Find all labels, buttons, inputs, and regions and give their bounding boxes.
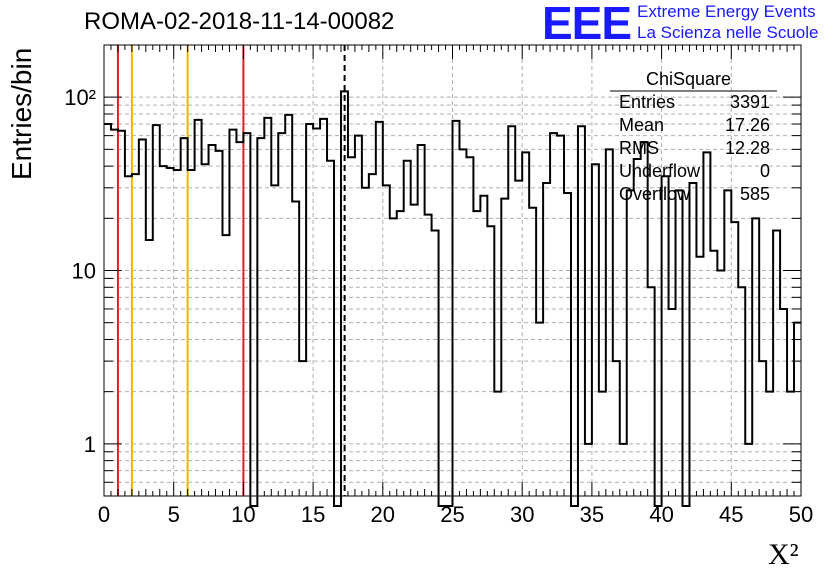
histogram-bin (236, 142, 243, 496)
x-tick-label: 5 (168, 502, 180, 527)
histogram-bin (104, 124, 111, 496)
histogram-bin (299, 361, 306, 496)
histogram-bin (522, 152, 529, 496)
reference-lines-layer (116, 45, 346, 496)
x-tick-label: 10 (231, 502, 255, 527)
histogram-bin (466, 157, 473, 496)
histogram-bin (202, 164, 209, 496)
x-tick-label: 25 (440, 502, 464, 527)
x-tick-label: 20 (371, 502, 395, 527)
histogram-bin (355, 136, 362, 496)
histogram-bin (669, 309, 676, 496)
histogram-bin (662, 176, 669, 496)
histogram-bin (362, 188, 369, 496)
histogram-bin (195, 120, 202, 496)
x-tick-label: 40 (649, 502, 673, 527)
x-tick-label: 15 (301, 502, 325, 527)
histogram-bin (717, 271, 724, 497)
histogram-bin (411, 205, 418, 496)
tick-labels-layer: 0 5 10 15 20 25 30 35 40 45 50 1 10 10² (64, 85, 813, 527)
histogram-bin (613, 361, 620, 496)
histogram-bin (627, 190, 634, 496)
histogram-bin (731, 222, 738, 496)
histogram-bin (139, 139, 146, 496)
y-tick-label: 10 (72, 259, 96, 284)
stats-label: Underflow (619, 161, 701, 181)
stats-label: Entries (619, 92, 676, 112)
histogram-bin (515, 181, 522, 496)
histogram-bin (313, 128, 320, 496)
histogram-bin (264, 118, 271, 496)
logo-tagline-line1: Extreme Energy Events (637, 2, 816, 21)
histogram-bin (160, 166, 167, 496)
histogram-bin (425, 215, 432, 496)
histogram-bin (634, 159, 641, 496)
stats-value: 585 (739, 184, 770, 204)
histogram-bin (390, 218, 397, 496)
stats-value: 12.28 (724, 138, 770, 158)
x-tick-label: 50 (789, 502, 813, 527)
histogram-bin (397, 211, 404, 496)
histogram-bin (557, 136, 564, 496)
x-tick-label: 45 (719, 502, 743, 527)
histogram-bin (508, 126, 515, 496)
stats-label: Mean (619, 115, 665, 135)
y-tick-label: 10² (64, 85, 96, 110)
histogram-bin (369, 174, 376, 496)
histogram-bin (453, 121, 460, 496)
stats-value: 0 (759, 161, 770, 181)
histogram-bin (167, 168, 174, 496)
x-tick-label: 35 (580, 502, 604, 527)
histogram-bin (229, 130, 236, 496)
chart-title: ROMA-02-2018-11-14-00082 (84, 8, 395, 35)
histogram-bin (383, 185, 390, 496)
histogram-bin (271, 185, 278, 496)
x-tick-label: 0 (98, 502, 110, 527)
histogram-bin (257, 138, 264, 496)
histogram-bin (222, 235, 229, 496)
histogram-outline (104, 90, 801, 507)
histogram-bin (320, 119, 327, 496)
histogram-bin (306, 124, 313, 496)
histogram-bin (473, 211, 480, 496)
eee-logo: EEE (542, 0, 632, 49)
histogram-bin (780, 309, 787, 496)
histogram-bin (174, 170, 181, 496)
histogram-bin (480, 196, 487, 496)
histogram-bin (724, 190, 731, 496)
histogram-bin (578, 126, 585, 496)
histogram-bin (529, 208, 536, 496)
histogram-bin (125, 176, 132, 496)
histogram-bin (592, 164, 599, 496)
histogram-bin (564, 193, 571, 496)
histogram-bin (153, 125, 160, 496)
histogram-bin (348, 157, 355, 496)
histogram-bin (703, 152, 710, 496)
histogram-bin (752, 218, 759, 496)
stats-value: 3391 (729, 92, 770, 112)
x-axis-label: X² (768, 538, 799, 571)
histogram-bin (794, 323, 801, 496)
logo-tagline-line2: La Scienza nelle Scuole (637, 23, 819, 42)
histogram-bin (132, 174, 139, 496)
stats-label: RMS (619, 138, 659, 158)
stats-value: 17.26 (724, 115, 770, 135)
y-tick-label: 1 (84, 432, 96, 457)
histogram-bin (285, 115, 292, 496)
histogram-bin (536, 323, 543, 496)
histogram-bin (118, 131, 125, 496)
histogram-bin (111, 130, 118, 496)
histogram-bin (404, 161, 411, 496)
histogram-bin (327, 161, 334, 496)
x-tick-label: 30 (510, 502, 534, 527)
stats-label: Overflow (619, 184, 691, 204)
stats-box-title: ChiSquare (646, 69, 732, 89)
histogram-bin (696, 257, 703, 496)
ticks-layer (103, 45, 802, 496)
histogram-bin (188, 170, 195, 496)
histogram-bin (181, 138, 188, 496)
histogram-bin (676, 190, 683, 496)
histogram-bin (759, 361, 766, 496)
